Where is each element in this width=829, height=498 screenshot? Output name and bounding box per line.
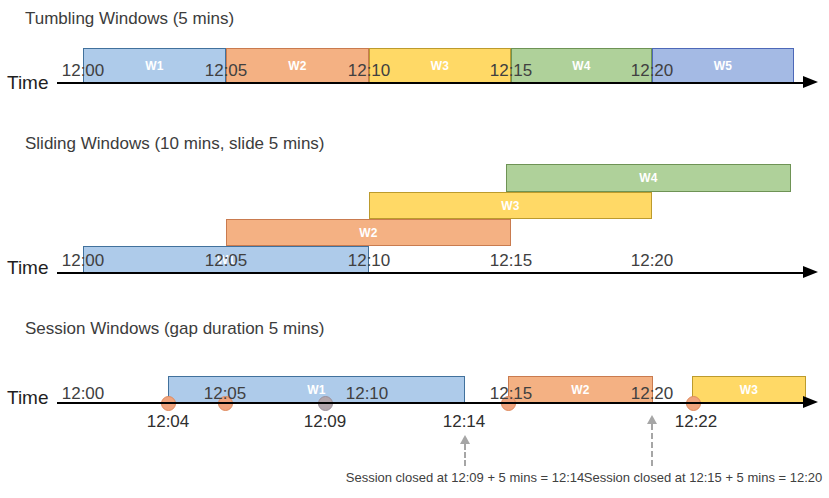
sliding-window-w2: W2 bbox=[226, 219, 511, 246]
tick-label: 12:05 bbox=[205, 251, 248, 271]
tumbling-timeline bbox=[57, 82, 805, 84]
dashed-arrow-head-icon bbox=[460, 435, 470, 444]
window-label: W1 bbox=[145, 59, 164, 73]
window-label: W2 bbox=[288, 59, 307, 73]
sliding-window-w3: W3 bbox=[369, 192, 652, 219]
session-timeline-arrowhead-icon bbox=[803, 396, 818, 408]
sliding-timeline-arrowhead-icon bbox=[803, 266, 818, 278]
sliding-window-w4: W4 bbox=[506, 164, 791, 192]
tumbling-timeline-arrowhead-icon bbox=[803, 76, 818, 88]
dashed-arrow-line bbox=[464, 444, 466, 466]
dashed-arrow-head-icon bbox=[647, 415, 657, 424]
session-time-label: Time bbox=[7, 387, 49, 409]
tick-label: 12:20 bbox=[631, 384, 674, 404]
session-closed-annotation: Session closed at 12:09 + 5 mins = 12:14 bbox=[346, 470, 585, 485]
event-time-label: 12:09 bbox=[304, 412, 347, 432]
window-label: W4 bbox=[639, 171, 658, 185]
window-label: W5 bbox=[714, 59, 733, 73]
tick-label: 12:15 bbox=[490, 61, 533, 81]
window-label: W2 bbox=[571, 383, 590, 397]
event-time-label: 12:22 bbox=[675, 412, 718, 432]
session-title: Session Windows (gap duration 5 mins) bbox=[25, 319, 325, 339]
tick-label: 12:15 bbox=[490, 251, 533, 271]
tick-label: 12:15 bbox=[490, 384, 533, 404]
window-label: W3 bbox=[501, 199, 520, 213]
tick-label: 12:10 bbox=[346, 384, 389, 404]
dashed-arrow-icon bbox=[647, 415, 657, 466]
windowing-diagram: Tumbling Windows (5 mins) Time W1 W2 W3 … bbox=[0, 0, 829, 498]
session-closed-annotation: Session closed at 12:15 + 5 mins = 12:20 bbox=[584, 470, 823, 485]
window-label: W4 bbox=[572, 59, 591, 73]
event-time-label: 12:04 bbox=[147, 412, 190, 432]
window-label: W1 bbox=[307, 383, 326, 397]
dashed-arrow-icon bbox=[460, 435, 470, 466]
tick-label: 12:20 bbox=[631, 251, 674, 271]
session-window-w3: W3 bbox=[692, 376, 806, 403]
tick-label: 12:10 bbox=[348, 251, 391, 271]
tick-label: 12:10 bbox=[348, 61, 391, 81]
tick-label: 12:00 bbox=[62, 251, 105, 271]
window-label: W3 bbox=[740, 383, 759, 397]
session-timeline bbox=[57, 402, 805, 404]
tick-label: 12:05 bbox=[204, 384, 247, 404]
dashed-arrow-line bbox=[651, 424, 653, 466]
tick-label: 12:20 bbox=[631, 61, 674, 81]
event-time-label: 12:14 bbox=[443, 412, 486, 432]
sliding-timeline bbox=[57, 272, 805, 274]
tick-label: 12:00 bbox=[62, 61, 105, 81]
tumbling-window-w5: W5 bbox=[652, 48, 794, 83]
window-label: W2 bbox=[359, 226, 378, 240]
window-label: W3 bbox=[431, 59, 450, 73]
tick-label: 12:05 bbox=[205, 61, 248, 81]
tick-label: 12:00 bbox=[62, 384, 105, 404]
